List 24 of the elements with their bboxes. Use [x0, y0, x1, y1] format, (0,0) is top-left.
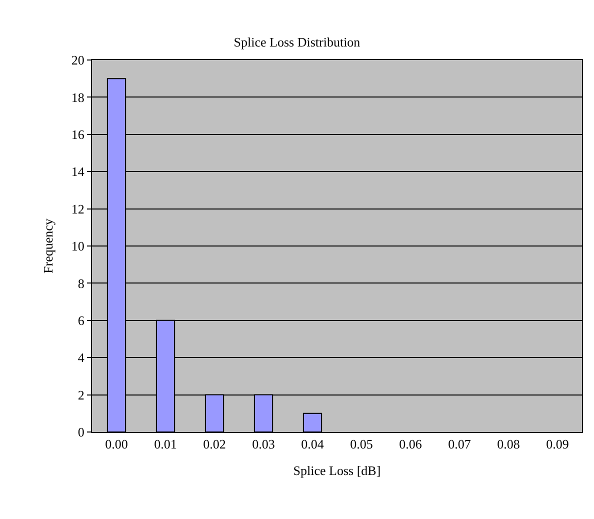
y-tick-label: 20 — [71, 52, 84, 68]
chart-title: Splice Loss Distribution — [234, 34, 361, 50]
y-tick-label: 2 — [78, 387, 84, 402]
x-tick-label: 0.09 — [546, 436, 569, 452]
x-tick-label: 0.07 — [448, 436, 472, 452]
y-tick-label: 0 — [78, 424, 84, 440]
x-tick-label: 0.02 — [203, 436, 226, 452]
y-tick-label: 18 — [71, 90, 84, 105]
x-tick-label: 0.01 — [154, 436, 177, 452]
x-tick-label: 0.04 — [301, 436, 324, 452]
y-tick-label: 4 — [78, 350, 85, 366]
y-tick-label: 12 — [71, 201, 84, 216]
x-tick-label: 0.03 — [252, 436, 275, 452]
x-tick-label: 0.05 — [350, 436, 373, 452]
y-tick-label: 16 — [71, 126, 85, 142]
x-tick-label: 0.06 — [399, 436, 422, 452]
y-tick-label: 6 — [78, 312, 85, 328]
y-tick-label: 8 — [78, 276, 84, 291]
y-tick-label: 10 — [71, 238, 84, 254]
y-axis-title: Frequency — [40, 218, 56, 274]
y-tick-label: 14 — [71, 164, 85, 180]
x-tick-label: 0.08 — [497, 436, 520, 452]
x-tick-label: 0.00 — [105, 436, 128, 452]
x-axis-title: Splice Loss [dB] — [293, 463, 381, 478]
